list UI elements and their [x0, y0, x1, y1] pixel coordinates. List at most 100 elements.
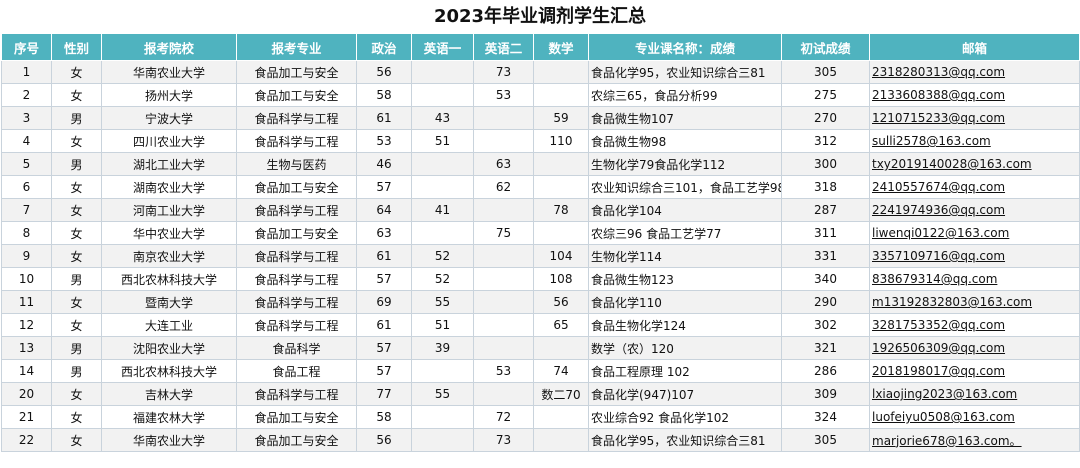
table-cell: 340 — [781, 267, 870, 291]
table-cell: 食品加工与安全 — [236, 428, 357, 452]
table-cell: 59 — [533, 106, 589, 130]
table-cell: 男 — [51, 152, 102, 176]
email-cell: 3357109716@qq.com — [869, 244, 1080, 268]
table-row: 2 女扬州大学 食品加工与安全 58 53 农综三65，食品分析99 275 21336083… — [1, 83, 1080, 107]
table-cell: 食品工程 — [236, 359, 357, 383]
table-cell: 74 — [533, 359, 589, 383]
table-cell — [411, 405, 474, 429]
table-cell: 四川农业大学 — [101, 129, 237, 153]
table-row: 12 女大连工业 食品科学与工程 61 51 65 食品生物化学124 302 32817533… — [1, 313, 1080, 337]
table-cell: 生物与医药 — [236, 152, 357, 176]
table-cell: 56 — [356, 60, 412, 84]
table-cell: 311 — [781, 221, 870, 245]
table-cell: 女 — [51, 428, 102, 452]
table-cell: 食品科学与工程 — [236, 244, 357, 268]
table-cell: 农业知识综合三101，食品工艺学98 — [588, 175, 782, 199]
table-cell: 305 — [781, 60, 870, 84]
table-cell: 52 — [411, 267, 474, 291]
header-cell: 初试成绩 — [781, 33, 870, 61]
table-row: 21 女福建农林大学 食品加工与安全 58 72 农业综合92 食品化学102 324 luo… — [1, 405, 1080, 429]
table-cell: 数学（农）120 — [588, 336, 782, 360]
table-cell — [411, 83, 474, 107]
table-cell: 南京农业大学 — [101, 244, 237, 268]
table-cell: 食品微生物107 — [588, 106, 782, 130]
header-cell: 报考院校 — [101, 33, 237, 61]
table-cell: 78 — [533, 198, 589, 222]
table-cell: 华南农业大学 — [101, 428, 237, 452]
table-cell: 女 — [51, 382, 102, 406]
table-cell: 女 — [51, 221, 102, 245]
header-cell: 性别 — [51, 33, 102, 61]
table-cell: 男 — [51, 106, 102, 130]
email-cell: txy2019140028@163.com — [869, 152, 1080, 176]
table-cell: 数二70 — [533, 382, 589, 406]
table-cell: 食品加工与安全 — [236, 175, 357, 199]
table-row: 22 女华南农业大学 食品加工与安全 56 73 食品化学95，农业知识综合三81 305 m… — [1, 428, 1080, 452]
table-cell: 77 — [356, 382, 412, 406]
table-cell: 56 — [356, 428, 412, 452]
title: 2023年毕业调剂学生汇总 — [433, 6, 647, 27]
email-cell: 1926506309@qq.com — [869, 336, 1080, 360]
table-cell: 12 — [1, 313, 52, 337]
table-cell — [411, 175, 474, 199]
table-cell: 312 — [781, 129, 870, 153]
table-cell: 275 — [781, 83, 870, 107]
table-cell — [411, 60, 474, 84]
table-cell: 湖南农业大学 — [101, 175, 237, 199]
table-cell — [533, 175, 589, 199]
table-cell: 11 — [1, 290, 52, 314]
table-cell — [473, 382, 534, 406]
table-cell: 51 — [411, 313, 474, 337]
table-cell: 4 — [1, 129, 52, 153]
table-cell: 福建农林大学 — [101, 405, 237, 429]
table-cell: 58 — [356, 405, 412, 429]
table-cell: 20 — [1, 382, 52, 406]
table-cell: 51 — [411, 129, 474, 153]
table-cell: 宁波大学 — [101, 106, 237, 130]
table-cell: 9 — [1, 244, 52, 268]
table-cell: 57 — [356, 336, 412, 360]
table-cell: 农业综合92 食品化学102 — [588, 405, 782, 429]
table-cell: 湖北工业大学 — [101, 152, 237, 176]
table-cell: 食品化学95，农业知识综合三81 — [588, 428, 782, 452]
table-cell: 300 — [781, 152, 870, 176]
table-cell — [473, 198, 534, 222]
table-cell — [473, 336, 534, 360]
table-cell: 290 — [781, 290, 870, 314]
table-cell — [473, 244, 534, 268]
table-cell: 食品科学与工程 — [236, 267, 357, 291]
email-cell: 2241974936@qq.com — [869, 198, 1080, 222]
table-row: 11 女暨南大学 食品科学与工程 69 55 56 食品化学110 290 m131928328… — [1, 290, 1080, 314]
table-row: 7 女河南工业大学 食品科学与工程 64 41 78 食品化学104 287 224197493… — [1, 198, 1080, 222]
table-cell: 10 — [1, 267, 52, 291]
table-cell: 食品生物化学124 — [588, 313, 782, 337]
table-row: 8 女华中农业大学 食品加工与安全 63 75 农综三96 食品工艺学77 311 liwen… — [1, 221, 1080, 245]
table-cell: 73 — [473, 428, 534, 452]
table-cell: 女 — [51, 313, 102, 337]
table-cell: 41 — [411, 198, 474, 222]
header-cell: 政治 — [356, 33, 412, 61]
table-cell: 61 — [356, 313, 412, 337]
table-cell: 5 — [1, 152, 52, 176]
table-cell: 大连工业 — [101, 313, 237, 337]
table-cell: 69 — [356, 290, 412, 314]
table-cell: 7 — [1, 198, 52, 222]
table-cell: 331 — [781, 244, 870, 268]
email-cell: 1210715233@qq.com — [869, 106, 1080, 130]
table-cell: 食品化学110 — [588, 290, 782, 314]
header-cell: 专业课名称：成绩 — [588, 33, 782, 61]
email-cell: marjorie678@163.com。 — [869, 428, 1080, 452]
table-body: 1 女华南农业大学 食品加工与安全 56 73 食品化学95，农业知识综合三81 305 23… — [1, 60, 1080, 452]
email-cell: 2410557674@qq.com — [869, 175, 1080, 199]
header-cell: 邮箱 — [869, 33, 1080, 61]
table-cell: 55 — [411, 290, 474, 314]
table-cell — [533, 83, 589, 107]
table-cell: 53 — [356, 129, 412, 153]
table-cell: 食品科学与工程 — [236, 290, 357, 314]
table-cell — [473, 106, 534, 130]
table-cell: 309 — [781, 382, 870, 406]
table-cell: 女 — [51, 83, 102, 107]
table-cell: 沈阳农业大学 — [101, 336, 237, 360]
email-cell: 3281753352@qq.com — [869, 313, 1080, 337]
